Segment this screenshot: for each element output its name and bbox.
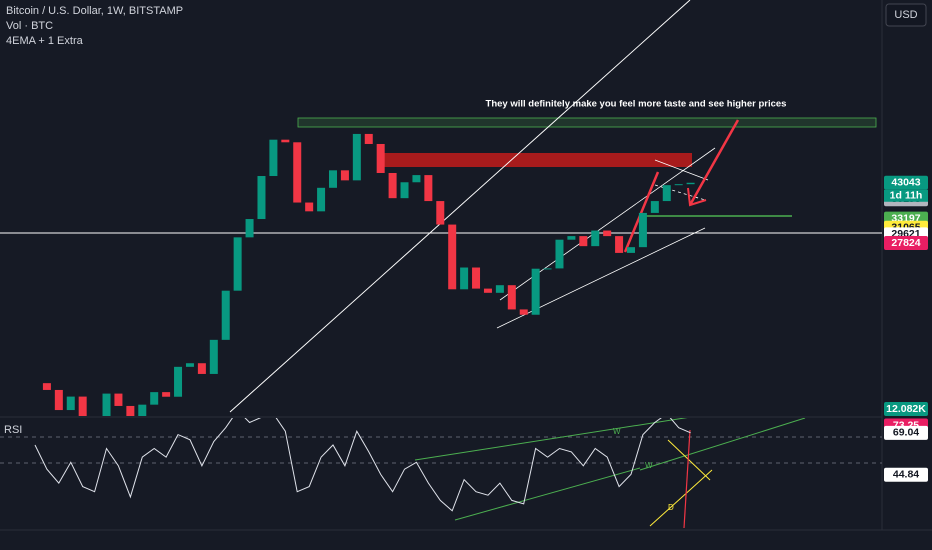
candle bbox=[221, 290, 230, 340]
candle bbox=[257, 176, 266, 220]
candle bbox=[507, 285, 516, 310]
annotation: They will definitely make you feel more … bbox=[486, 99, 787, 110]
candle bbox=[281, 139, 290, 143]
candle bbox=[388, 172, 397, 199]
trend-line bbox=[229, 0, 691, 413]
volume-badge-text: 12.082K bbox=[886, 403, 926, 415]
candle bbox=[519, 309, 528, 315]
candle bbox=[436, 201, 445, 225]
candle bbox=[376, 143, 385, 173]
candle bbox=[364, 133, 373, 144]
candle bbox=[138, 404, 147, 416]
candle bbox=[66, 396, 75, 411]
candle bbox=[531, 268, 540, 315]
volume-label: Vol · BTC bbox=[6, 20, 53, 32]
candle bbox=[543, 268, 552, 270]
candle bbox=[662, 185, 671, 202]
rsi-trend-line bbox=[454, 467, 641, 521]
resistance-zone bbox=[297, 117, 877, 128]
rsi-yellow-line bbox=[667, 439, 711, 481]
candle bbox=[114, 393, 123, 406]
candle bbox=[42, 383, 51, 390]
candle bbox=[495, 285, 504, 293]
candle bbox=[162, 392, 171, 397]
candle bbox=[209, 339, 218, 374]
projection-arrow bbox=[688, 119, 740, 206]
rsi-drawings bbox=[0, 418, 882, 529]
candle bbox=[269, 139, 278, 177]
candle bbox=[233, 237, 242, 291]
candle bbox=[638, 212, 647, 248]
countdown-badge bbox=[884, 189, 928, 202]
candle bbox=[555, 239, 564, 269]
rsi-series bbox=[34, 418, 691, 512]
drawing-label: D bbox=[668, 503, 674, 512]
rsi-label: RSI bbox=[4, 424, 22, 436]
candle bbox=[650, 201, 659, 213]
rsi-badge-text: 69.04 bbox=[893, 427, 919, 439]
rsi-line bbox=[34, 418, 691, 512]
candle bbox=[483, 288, 492, 293]
candle bbox=[424, 175, 433, 202]
candle bbox=[78, 396, 87, 416]
candle bbox=[340, 170, 349, 181]
rsi-trend-line bbox=[414, 418, 688, 461]
candle bbox=[185, 363, 194, 367]
projection-arrow-head bbox=[687, 187, 707, 207]
candle bbox=[197, 363, 206, 374]
candle bbox=[627, 247, 635, 253]
candle bbox=[591, 230, 600, 247]
candle bbox=[603, 230, 612, 237]
candle bbox=[352, 133, 361, 181]
drawings bbox=[0, 0, 882, 413]
candle bbox=[102, 393, 111, 416]
volume-badge bbox=[884, 402, 928, 416]
rsi-red-line bbox=[683, 429, 691, 529]
candle bbox=[400, 182, 409, 199]
currency-label[interactable]: USD bbox=[894, 9, 917, 21]
price-series bbox=[42, 133, 695, 416]
candle bbox=[150, 392, 159, 405]
rsi-trend-line bbox=[639, 418, 806, 471]
flag-line bbox=[654, 159, 709, 181]
candle bbox=[686, 182, 695, 185]
price-badge-text: 27824 bbox=[891, 237, 920, 249]
rsi-badge bbox=[884, 425, 928, 440]
candle bbox=[305, 202, 314, 212]
drawing-label: W bbox=[645, 461, 653, 470]
candle bbox=[472, 267, 481, 289]
currency-button[interactable] bbox=[885, 3, 927, 27]
candle bbox=[54, 389, 63, 411]
candle bbox=[126, 405, 135, 416]
rsi-badge-text: 44.84 bbox=[893, 468, 919, 480]
candle bbox=[460, 267, 469, 290]
symbol-title: Bitcoin / U.S. Dollar, 1W, BITSTAMP bbox=[6, 5, 183, 17]
candle bbox=[245, 219, 254, 238]
candle bbox=[567, 236, 576, 240]
candle bbox=[293, 142, 302, 203]
candle bbox=[174, 366, 183, 397]
supply-zone bbox=[383, 153, 692, 167]
drawing-label: W bbox=[613, 427, 621, 436]
projection-arrow bbox=[623, 171, 660, 253]
countdown-text: 1d 11h bbox=[890, 190, 923, 202]
candle bbox=[448, 224, 457, 290]
price-badge bbox=[884, 175, 928, 190]
candle bbox=[674, 184, 683, 186]
price-badge bbox=[884, 236, 928, 251]
candle bbox=[615, 236, 624, 253]
candle bbox=[329, 170, 337, 188]
rsi-badge bbox=[884, 467, 928, 482]
candle bbox=[317, 187, 326, 212]
rsi-yellow-line bbox=[649, 469, 713, 527]
candle bbox=[579, 236, 588, 247]
candle bbox=[412, 175, 421, 183]
indicator-label: 4EMA + 1 Extra bbox=[6, 35, 84, 47]
price-badge-text: 43043 bbox=[891, 177, 920, 189]
